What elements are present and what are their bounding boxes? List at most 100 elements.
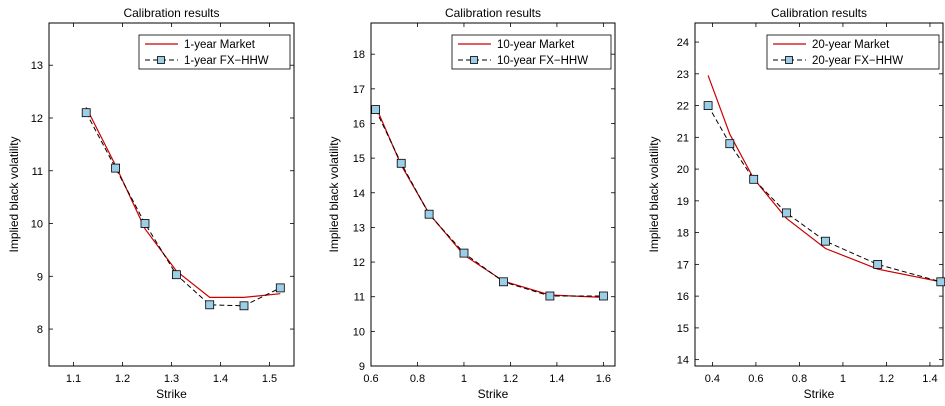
y-tick-label: 24	[677, 37, 689, 49]
data-point-marker	[239, 301, 249, 311]
chart-title: Calibration results	[771, 6, 867, 20]
x-tick-label: 1.2	[879, 373, 894, 385]
data-point-marker	[936, 277, 945, 287]
y-axis-label: Implied black volatility	[647, 136, 661, 252]
y-tick-label: 10	[353, 326, 365, 338]
y-tick-label: 18	[677, 228, 689, 240]
chart-title: Calibration results	[123, 6, 219, 20]
x-tick-label: 1	[461, 373, 467, 385]
x-tick-label: 1.3	[164, 373, 179, 385]
y-tick-label: 9	[359, 361, 365, 373]
y-tick-label: 16	[353, 118, 365, 130]
legend-box	[451, 34, 612, 70]
legend-label-model: 1-year FX−HHW	[184, 55, 269, 67]
chart-panel-1-year: Calibration results Strike Implied black…	[7, 6, 295, 401]
data-point-marker	[111, 163, 120, 173]
y-tick-label: 14	[677, 355, 689, 367]
data-point-marker	[140, 219, 150, 228]
legend-marker-model	[785, 56, 793, 64]
x-tick-label: 1.2	[503, 373, 518, 385]
plot-area-frame	[694, 22, 944, 367]
series-line-model	[375, 109, 604, 297]
y-tick-label: 13	[353, 222, 365, 234]
x-axis-label: Strike	[478, 387, 509, 401]
y-tick-label: 23	[677, 69, 689, 81]
legend-marker-model	[470, 56, 478, 64]
y-axis-label: Implied black volatility	[327, 136, 341, 252]
y-tick-label: 19	[677, 196, 689, 208]
y-tick-label: 18	[353, 49, 365, 61]
x-tick-label: 0.4	[705, 373, 720, 385]
y-tick-label: 10	[31, 219, 43, 231]
y-axis-label: Implied black volatility	[7, 136, 21, 252]
data-point-marker	[171, 270, 181, 280]
data-point-marker	[205, 300, 215, 310]
x-tick-label: 1.1	[66, 373, 81, 385]
chart-panel-20-year: Calibration results Strike Implied black…	[647, 6, 945, 401]
y-tick-label: 13	[31, 60, 43, 72]
x-axis-label: Strike	[156, 387, 187, 401]
data-point-marker	[725, 139, 735, 149]
y-tick-label: 21	[677, 132, 689, 144]
y-tick-label: 20	[677, 164, 689, 176]
y-tick-label: 15	[353, 153, 365, 165]
x-axis-label: Strike	[804, 387, 835, 401]
y-tick-label: 11	[32, 166, 43, 178]
chart-panel-10-year: Calibration results Strike Implied black…	[327, 6, 616, 401]
legend: 20-year Market 20-year FX−HHW	[766, 34, 940, 70]
legend-label-market: 10-year Market	[497, 39, 575, 51]
legend-marker-model	[157, 56, 165, 64]
data-point-marker	[545, 291, 555, 301]
y-tick-label: 12	[353, 257, 365, 269]
y-tick-label: 17	[677, 259, 689, 271]
legend-label-market: 20-year Market	[812, 39, 890, 51]
x-tick-label: 0.6	[748, 373, 763, 385]
data-point-marker	[782, 208, 791, 218]
y-tick-label: 8	[37, 324, 43, 336]
plot-area-frame	[370, 22, 616, 367]
plot-area-frame	[48, 22, 295, 367]
legend: 1-year Market 1-year FX−HHW	[138, 34, 291, 70]
y-tick-label: 11	[354, 292, 365, 304]
x-tick-label: 1.4	[922, 373, 937, 385]
series-line-model	[707, 105, 941, 283]
x-tick-label: 0.8	[792, 373, 807, 385]
legend-label-market: 1-year Market	[184, 39, 256, 51]
x-tick-label: 1	[840, 373, 846, 385]
data-point-marker	[459, 248, 469, 258]
y-tick-label: 15	[677, 323, 689, 335]
data-point-marker	[749, 174, 759, 184]
data-point-marker	[275, 283, 285, 293]
data-point-marker	[873, 259, 883, 269]
x-tick-label: 1.2	[115, 373, 130, 385]
y-tick-label: 16	[677, 291, 689, 303]
x-tick-label: 1.4	[549, 373, 564, 385]
chart-title: Calibration results	[445, 6, 541, 20]
x-tick-label: 0.8	[410, 373, 425, 385]
y-tick-label: 9	[37, 271, 43, 283]
y-tick-label: 12	[31, 113, 43, 125]
data-point-marker	[821, 236, 830, 246]
x-tick-label: 1.5	[262, 373, 277, 385]
data-point-marker	[599, 291, 608, 301]
data-point-marker	[703, 101, 713, 110]
x-tick-label: 0.6	[363, 373, 378, 385]
legend-box	[766, 34, 940, 70]
y-tick-label: 17	[353, 84, 365, 96]
data-point-marker	[81, 108, 91, 118]
legend: 10-year Market 10-year FX−HHW	[451, 34, 612, 70]
x-tick-label: 1.4	[213, 373, 228, 385]
data-point-marker	[396, 158, 406, 168]
data-point-marker	[371, 105, 381, 114]
x-tick-label: 1.6	[596, 373, 611, 385]
legend-label-model: 10-year FX−HHW	[497, 55, 588, 67]
y-tick-label: 14	[353, 188, 365, 200]
legend-label-model: 20-year FX−HHW	[812, 55, 903, 67]
data-point-marker	[424, 209, 434, 219]
series-line-market	[707, 75, 941, 283]
y-tick-label: 22	[677, 101, 689, 113]
series-line-market	[375, 105, 604, 298]
series-line-market	[85, 107, 281, 298]
data-point-marker	[499, 277, 508, 287]
